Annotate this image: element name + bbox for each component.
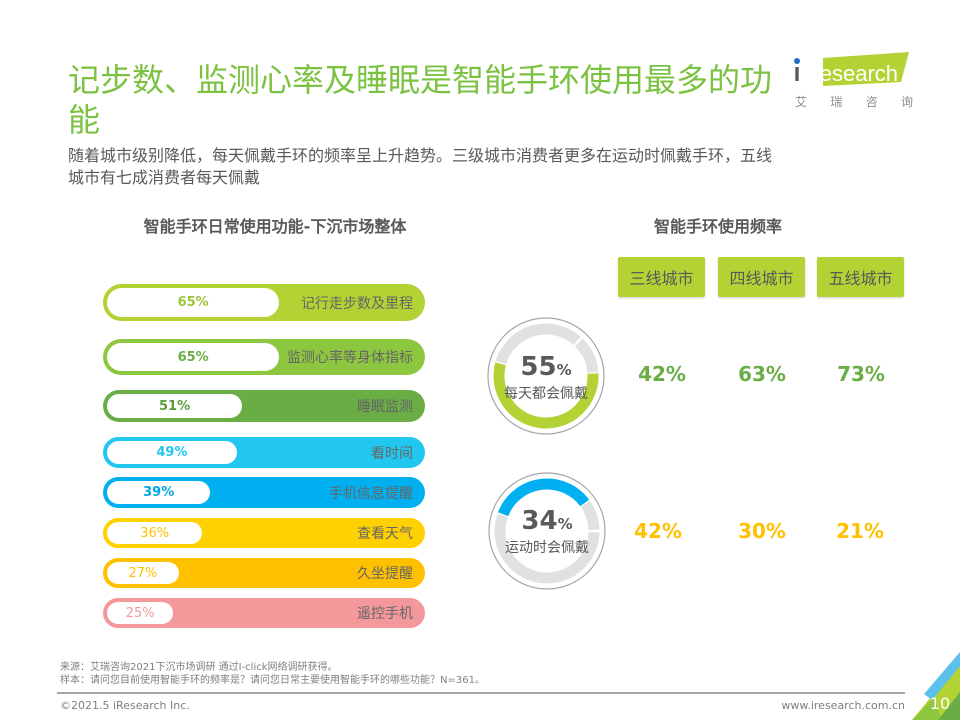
logo-i-stem [795, 67, 799, 81]
bar: 36% 查看天气 [103, 518, 425, 548]
bar-category-label: 记行走步数及里程 [301, 295, 413, 312]
logo-dot [794, 58, 800, 64]
donut-daily-wear-text: 55% 每天都会佩戴 [486, 352, 606, 403]
bar-value-label: 51% [159, 398, 191, 414]
iresearch-logo: iResearch [793, 46, 918, 114]
bar-value-pill: 39% [107, 481, 211, 504]
bar: 51% 睡眠监测 [103, 390, 425, 422]
page-title: 记步数、监测心率及睡眠是智能手环使用最多的功能 [68, 61, 773, 139]
bar-value-label: 27% [128, 565, 158, 581]
bar-value-label: 65% [177, 349, 209, 365]
donut-label: 每天都会佩戴 [504, 386, 588, 402]
donut-value-arc [493, 362, 599, 429]
copyright: ©2021.5 iResearch Inc. [60, 699, 190, 712]
donut-daily-wear [487, 317, 605, 435]
corner-darkgreen-shape [938, 692, 960, 720]
logo-char: 询 [900, 95, 913, 109]
bar: 39% 手机信息提醒 [103, 477, 425, 508]
website-url: www.iresearch.com.cn [781, 699, 905, 712]
donut-number: 34 [521, 506, 558, 536]
bar-category-label: 查看天气 [357, 526, 413, 542]
row-daily-tier-5-value: 73% [837, 362, 885, 386]
sample-note: 样本：请问您目前使用智能手环的频率是？请问您日常主要使用智能手环的哪些功能？N=… [60, 675, 485, 686]
corner-blue-shape [924, 652, 960, 700]
bar: 65% 监测心率等身体指标 [103, 339, 425, 375]
bar-value-pill: 49% [107, 441, 237, 464]
city-tier-5-header: 五线城市 [817, 257, 904, 297]
donut-sport-wear [488, 472, 606, 590]
donut-outer-ring [487, 317, 605, 435]
donut-percent-sign: % [557, 515, 573, 533]
city-tier-3-header: 三线城市 [618, 257, 705, 297]
bar: 65% 记行走步数及里程 [103, 284, 425, 321]
bar-value-pill: 25% [107, 602, 174, 624]
logo-parallelogram [823, 52, 909, 86]
footer-divider [57, 692, 905, 694]
bar-category-label: 看时间 [371, 445, 413, 462]
logo-brand-text: iResearch [799, 61, 898, 86]
bar: 49% 看时间 [103, 437, 425, 468]
bar-value-label: 49% [156, 445, 188, 460]
bar-category-label: 睡眠监测 [357, 399, 413, 415]
donut-value: 34% [487, 506, 607, 539]
bar-category-label: 手机信息提醒 [329, 485, 413, 502]
frequency-chart-title: 智能手环使用频率 [653, 217, 782, 236]
logo-char: 瑞 [830, 95, 843, 109]
row-sport-tier-5-value: 21% [836, 519, 884, 543]
bar-value-pill: 65% [107, 343, 280, 371]
bar-value-label: 65% [177, 295, 209, 310]
donut-sport-wear-text: 34% 运动时会佩戴 [487, 506, 607, 557]
page-number: 10 [929, 694, 951, 713]
row-sport-tier-3-value: 42% [634, 519, 682, 543]
row-sport-tier-4-value: 30% [738, 519, 786, 543]
donut-percent-sign: % [556, 361, 572, 379]
donut-label: 运动时会佩戴 [505, 540, 589, 556]
logo-char: 艾 [795, 95, 808, 109]
bar-category-label: 遥控手机 [357, 606, 413, 622]
bar-value-pill: 36% [107, 522, 203, 544]
donut-value-arc [497, 478, 590, 517]
bar-category-label: 监测心率等身体指标 [287, 350, 413, 366]
donut-remainder-arc [494, 513, 600, 584]
corner-midgreen-shape [912, 698, 942, 720]
donut-value: 55% [486, 352, 606, 385]
bar-value-label: 36% [140, 525, 170, 541]
bar: 27% 久坐提醒 [103, 558, 425, 588]
bar-category-label: 久坐提醒 [357, 566, 413, 582]
donut-remainder-arc [495, 323, 581, 365]
usage-chart-title: 智能手环日常使用功能-下沉市场整体 [143, 217, 407, 236]
logo-chinese-name: 艾 瑞 咨 询 [795, 93, 913, 110]
donut-remainder-arc [580, 500, 600, 531]
row-daily-tier-4-value: 63% [738, 362, 786, 386]
source-note: 来源：艾瑞咨询2021下沉市场调研 通过I-click网络调研获得。 [60, 662, 338, 673]
page-subtitle: 随着城市级别降低，每天佩戴手环的频率呈上升趋势。三级城市消费者更多在运动时佩戴手… [68, 146, 773, 187]
donut-outer-ring [488, 472, 606, 590]
logo-mark: iResearch [794, 52, 909, 86]
city-tier-4-header: 四线城市 [718, 257, 805, 297]
bar-value-label: 25% [125, 605, 155, 621]
bar: 25% 遥控手机 [103, 598, 425, 628]
bar-value-pill: 27% [107, 562, 179, 584]
donut-remainder-arc [574, 338, 599, 374]
corner-decoration [912, 652, 960, 720]
logo-char: 咨 [865, 95, 878, 109]
row-daily-tier-3-value: 42% [638, 362, 686, 386]
bar-value-pill: 65% [107, 288, 280, 317]
bar-value-label: 39% [143, 485, 175, 500]
donut-number: 55 [520, 352, 557, 382]
bar-value-pill: 51% [107, 394, 243, 418]
